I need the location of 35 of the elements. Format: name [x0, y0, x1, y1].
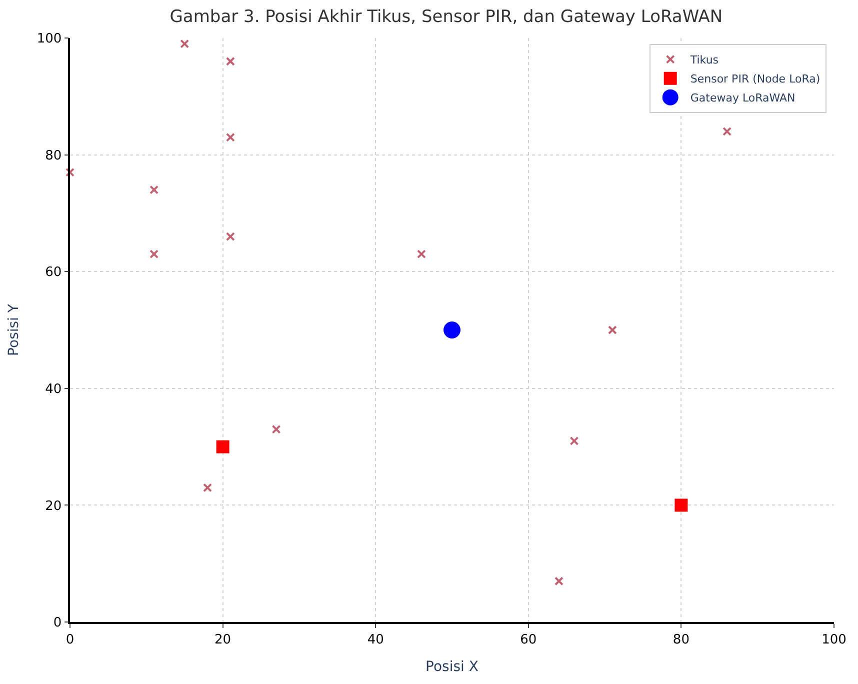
x-tick-label: 20: [214, 632, 232, 648]
point: [416, 250, 426, 259]
legend-label: Tikus: [689, 54, 719, 67]
y-tick-label: 60: [45, 265, 62, 280]
point: [180, 39, 190, 48]
x-tick-label: 80: [672, 632, 690, 648]
point: [150, 250, 159, 259]
point: [150, 185, 159, 194]
y-axis-title: Posisi Y: [6, 304, 22, 356]
point: [570, 436, 579, 446]
x-tick-label: 60: [520, 632, 537, 648]
x-tick-label: 100: [822, 632, 846, 648]
x-tick-label: 0: [66, 632, 74, 648]
y-tick-label: 40: [45, 382, 62, 397]
point: [722, 126, 732, 136]
point: [554, 576, 564, 586]
point: [226, 132, 235, 142]
x-tick-label: 40: [367, 632, 384, 648]
point: [216, 440, 230, 454]
point: [608, 326, 617, 334]
chart-title: Gambar 3. Posisi Akhir Tikus, Sensor PIR, dan Gateway LoRaWAN: [170, 7, 723, 28]
point: [272, 424, 281, 434]
x-axis-title: Posisi X: [426, 659, 479, 676]
legend-label: Gateway LoRaWAN: [690, 92, 796, 105]
y-tick-label: 100: [36, 32, 62, 47]
legend-label: Sensor PIR (Node LoRa): [690, 72, 820, 86]
point: [226, 232, 235, 242]
point: [203, 483, 212, 492]
point: [444, 322, 460, 338]
y-tick-label: 20: [45, 498, 62, 514]
y-tick-label: 0: [53, 616, 62, 631]
point: [226, 56, 235, 66]
point: [66, 168, 74, 177]
point: [674, 498, 688, 512]
y-tick-label: 80: [45, 148, 62, 164]
